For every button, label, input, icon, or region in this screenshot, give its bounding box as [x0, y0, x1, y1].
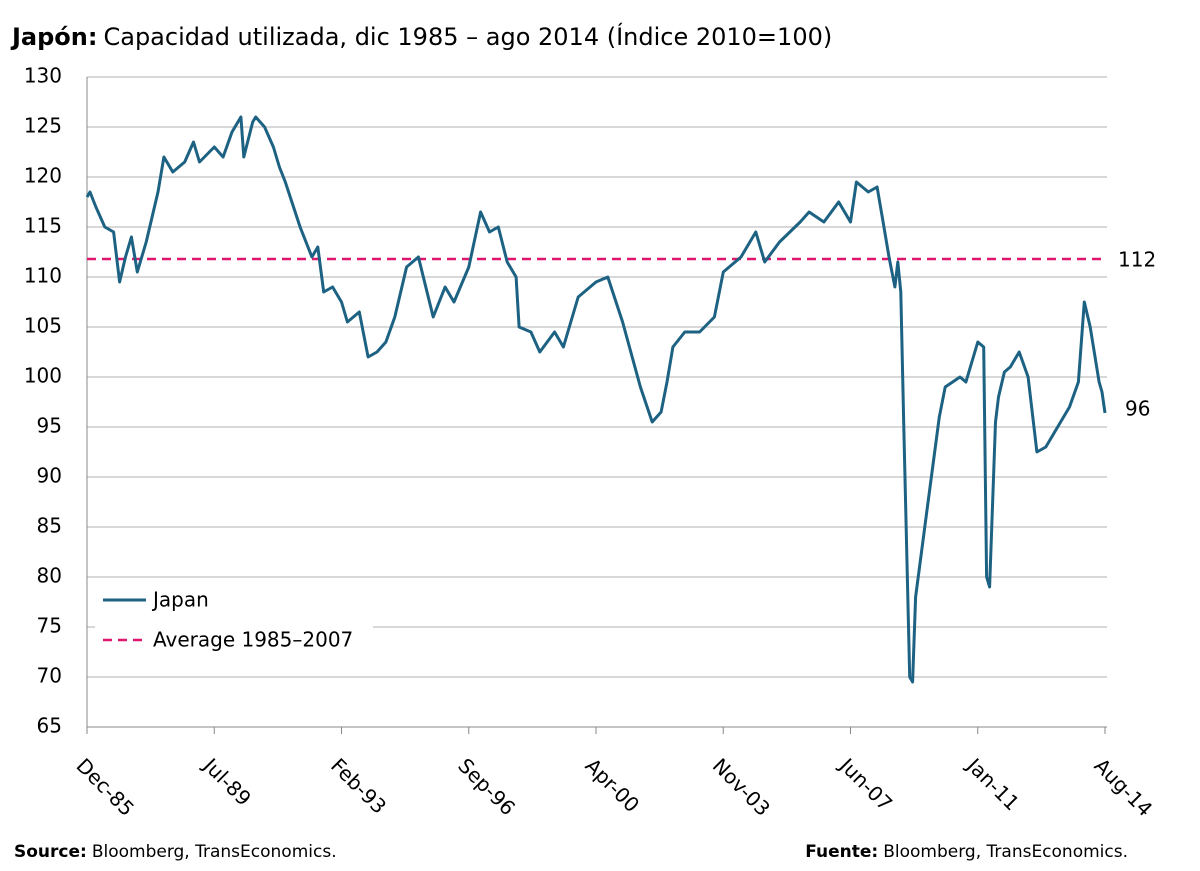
fuente: Fuente: Bloomberg, TransEconomics. — [805, 842, 1128, 862]
y-tick-label: 130 — [24, 64, 62, 88]
y-tick-label: 95 — [37, 414, 62, 438]
y-tick-label: 90 — [37, 464, 62, 488]
y-tick-label: 75 — [37, 614, 62, 638]
title-bold: Japón: — [10, 23, 97, 51]
y-tick-label: 85 — [37, 514, 62, 538]
end-label: 96 — [1125, 397, 1150, 421]
y-tick-label: 80 — [37, 564, 62, 588]
source-text: Bloomberg, TransEconomics. — [92, 842, 337, 862]
y-tick-label: 125 — [24, 114, 62, 138]
fuente-text: Bloomberg, TransEconomics. — [883, 842, 1128, 862]
series-line — [85, 115, 1107, 684]
chart-title: Japón: Capacidad utilizada, dic 1985 – ag… — [10, 22, 832, 51]
source-bold: Source: — [14, 842, 87, 862]
legend-box — [95, 580, 373, 660]
y-tick-label: 115 — [24, 214, 62, 238]
y-tick-label: 110 — [24, 264, 62, 288]
average-label: 112 — [1118, 248, 1156, 272]
legend-label: Average 1985–2007 — [153, 628, 353, 652]
legend-label: Japan — [151, 588, 209, 612]
y-tick-label: 100 — [24, 364, 62, 388]
source: Source: Bloomberg, TransEconomics. — [14, 842, 337, 862]
fuente-bold: Fuente: — [805, 842, 878, 862]
y-tick-label: 120 — [24, 164, 62, 188]
y-tick-label: 70 — [37, 664, 62, 688]
y-tick-label: 65 — [37, 714, 62, 738]
title-text: Capacidad utilizada, dic 1985 – ago 2014… — [103, 22, 832, 51]
y-tick-label: 105 — [24, 314, 62, 338]
